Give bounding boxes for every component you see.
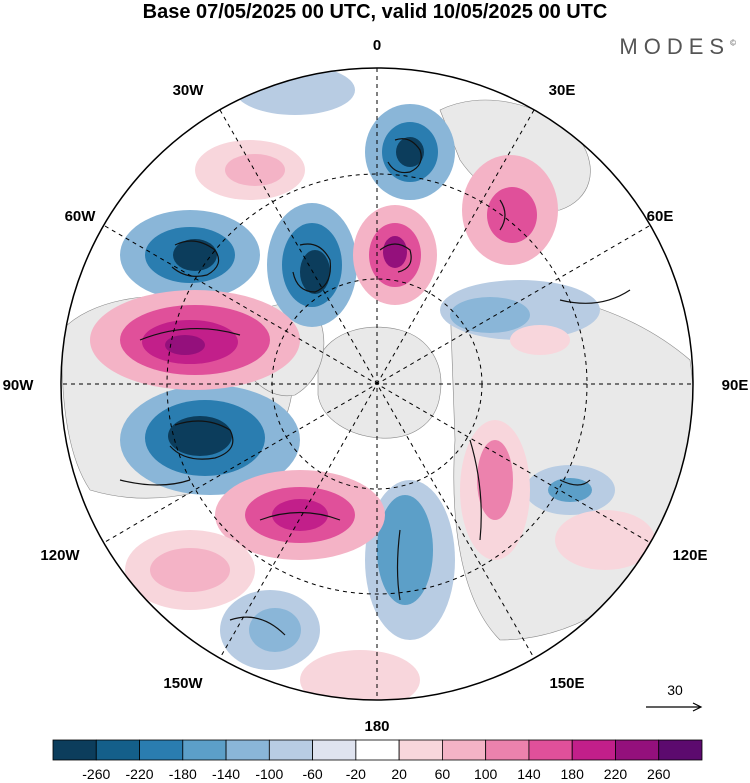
colorbar-tick-label: 220 xyxy=(604,766,628,782)
label-60w: 60W xyxy=(65,208,97,225)
colorbar-swatch xyxy=(441,739,487,761)
colorbar-tick-label: 100 xyxy=(474,766,498,782)
colorbar-swatch xyxy=(355,739,400,761)
colorbar-swatch xyxy=(95,739,140,761)
label-120w: 120W xyxy=(40,547,80,564)
colorbar: -260 -220 -180 -140 -100 -60 -20 20 60 100 140 180 2… xyxy=(52,739,703,782)
map-boundary xyxy=(60,67,694,701)
label-90w: 90W xyxy=(3,377,35,394)
arrow-head-icon xyxy=(692,702,703,712)
colorbar-swatch xyxy=(571,739,616,761)
arctic-land-icon xyxy=(317,326,442,439)
label-120e: 120E xyxy=(672,547,707,564)
map-title: Base 07/05/2025 00 UTC, valid 10/05/2025… xyxy=(142,1,608,23)
modes-logo: MODES© xyxy=(619,34,736,59)
colorbar-tick-label: -100 xyxy=(255,766,283,782)
colorbar-tick-label: -20 xyxy=(346,766,366,782)
colorbar-swatch xyxy=(528,739,573,761)
colorbar-tick-label: -220 xyxy=(126,766,154,782)
colorbar-swatch xyxy=(312,739,357,761)
svg-text:30: 30 xyxy=(667,682,683,698)
colorbar-swatch xyxy=(658,739,703,761)
colorbar-tick-label: 260 xyxy=(647,766,671,782)
label-60e: 60E xyxy=(647,208,674,225)
label-30w: 30W xyxy=(173,82,205,99)
colorbar-swatch xyxy=(485,739,530,761)
colorbar-swatch xyxy=(139,739,184,761)
label-30e: 30E xyxy=(549,82,576,99)
label-180: 180 xyxy=(364,718,389,735)
anomaly-field xyxy=(90,68,655,700)
label-150w: 150W xyxy=(163,675,203,692)
colorbar-swatch xyxy=(398,739,443,761)
colorbar-tick-label: -140 xyxy=(212,766,240,782)
label-90e: 90E xyxy=(722,377,749,394)
graticule xyxy=(61,68,693,700)
colorbar-swatch xyxy=(268,739,314,761)
colorbar-tick-label: -60 xyxy=(302,766,322,782)
map-disc xyxy=(61,68,693,700)
colorbar-tick-label: -180 xyxy=(169,766,197,782)
colorbar-tick-label: 60 xyxy=(435,766,451,782)
colorbar-swatch xyxy=(182,739,227,761)
colorbar-swatch xyxy=(615,739,660,761)
colorbar-tick-label: 20 xyxy=(391,766,407,782)
wind-vectors xyxy=(119,138,631,636)
label-150e: 150E xyxy=(549,675,584,692)
colorbar-tick-label: -260 xyxy=(82,766,110,782)
colorbar-tick-label: 140 xyxy=(517,766,541,782)
colorbar-swatch xyxy=(225,739,270,761)
reference-vector: 30 xyxy=(646,682,703,712)
colorbar-swatch xyxy=(52,739,97,761)
label-0: 0 xyxy=(373,37,381,54)
colorbar-tick-label: 180 xyxy=(561,766,585,782)
